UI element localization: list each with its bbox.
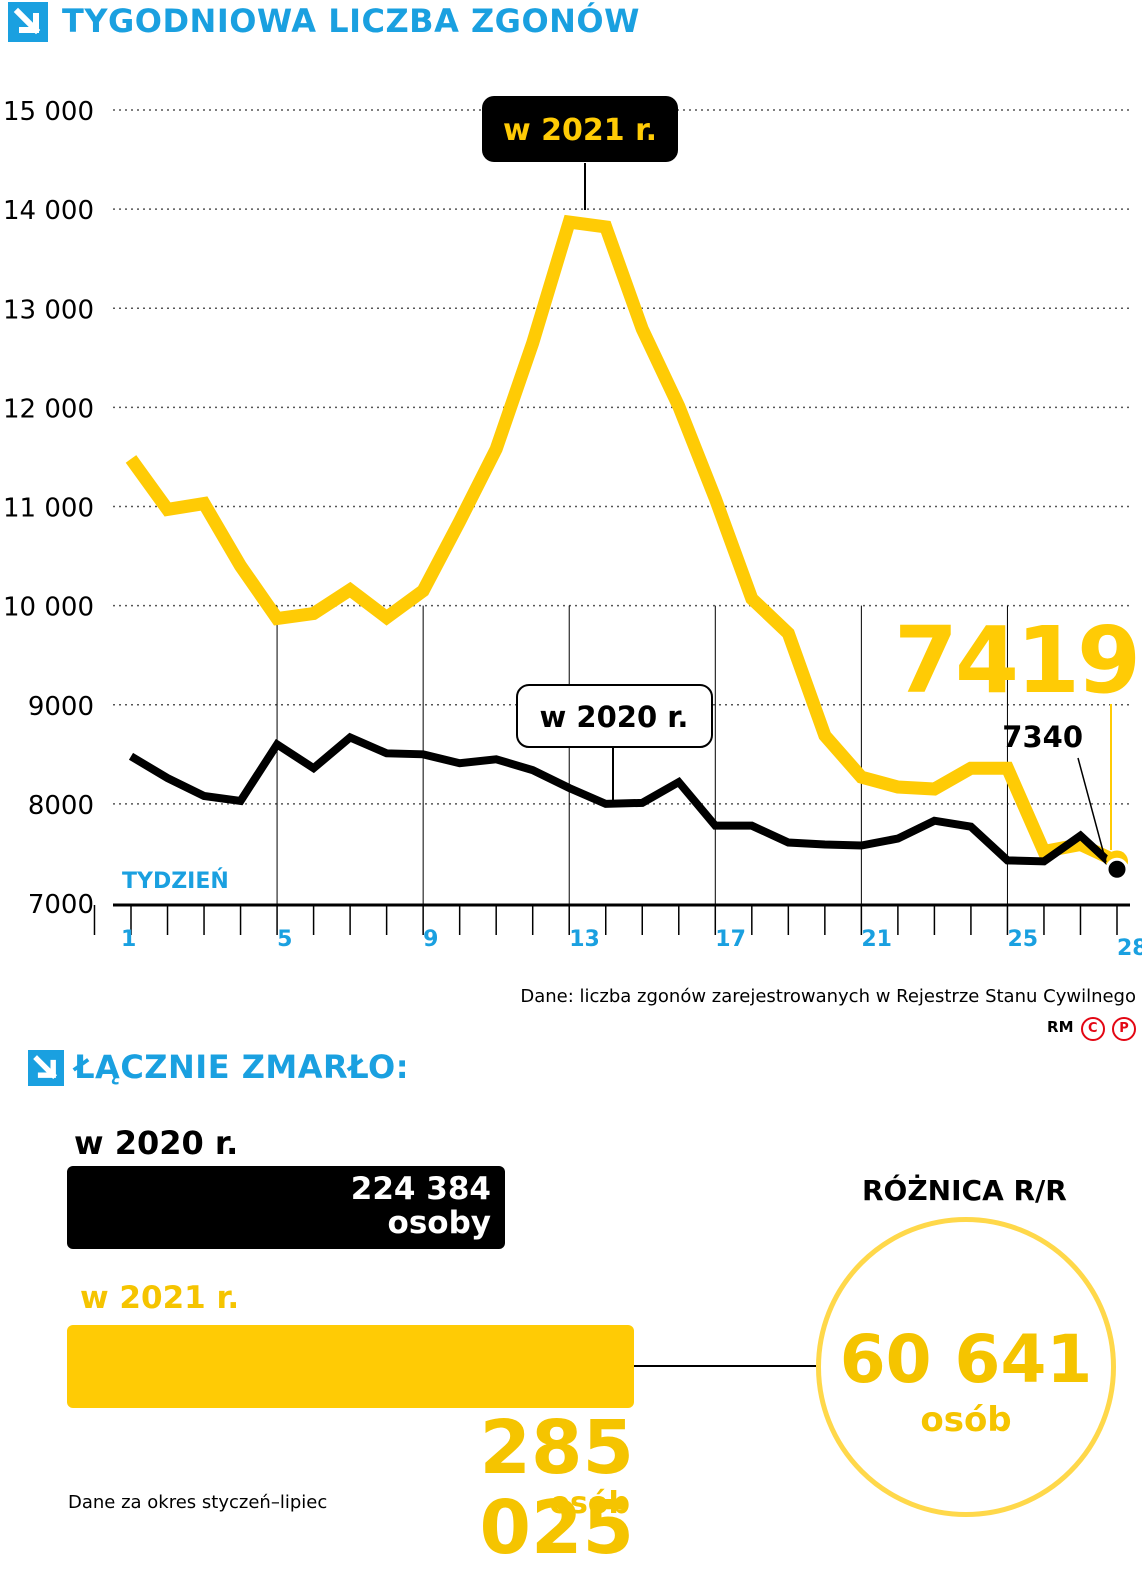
credit: RM C P: [1047, 1017, 1136, 1041]
y-tick-label: 7000: [28, 890, 94, 920]
series-line-2021: [125, 214, 1120, 868]
line-chart: 7000 8000 9000 10 000 11 000 12 000 13 000 14 0…: [3, 96, 1142, 961]
end-leader-2020: [1077, 757, 1107, 863]
arrow-down-right-icon: [8, 2, 48, 42]
bar-2021-unit: osób: [549, 1486, 630, 1521]
y-tick-label: 11 000: [3, 494, 94, 524]
y-tick-label: 13 000: [3, 295, 94, 325]
y-tick-label: 15 000: [3, 97, 94, 127]
diff-title: RÓŻNICA R/R: [862, 1174, 1067, 1207]
y-tick-label: 10 000: [3, 593, 94, 623]
end-value-2021: 7419: [894, 607, 1138, 714]
x-tick-label: 21: [861, 927, 892, 952]
end-value-2020: 7340: [1002, 720, 1083, 754]
y-tick-label: 12 000: [3, 394, 94, 424]
bar-label-2021: w 2021 r.: [80, 1280, 240, 1316]
diff-unit: osób: [920, 1400, 1012, 1440]
annotation-box-2021: [482, 96, 678, 162]
connector-line: [634, 1365, 816, 1367]
phonogram-icon: P: [1112, 1017, 1136, 1041]
series-line-2020: [128, 732, 1120, 873]
annotation-label-2021: w 2021 r.: [503, 113, 657, 148]
y-tick-label: 8000: [28, 791, 94, 821]
period-note: Dane za okres styczeń–lipiec: [68, 1492, 328, 1513]
x-tick-label: 28: [1117, 936, 1142, 961]
x-tick-label: 13: [569, 927, 600, 952]
diff-value: 60 641: [839, 1321, 1093, 1398]
bar-label-2020: w 2020 r.: [74, 1124, 239, 1162]
chart-title: TYGODNIOWA LICZBA ZGONÓW: [62, 2, 640, 40]
x-tick-label: 5: [277, 927, 292, 952]
x-tick-label: 1: [121, 927, 136, 952]
bar-2020-unit: osoby: [387, 1205, 491, 1241]
y-tick-label: 14 000: [3, 196, 94, 226]
x-tick-label: 9: [423, 927, 438, 952]
y-tick-label: 9000: [28, 692, 94, 722]
arrow-down-right-icon: [28, 1050, 64, 1086]
diff-circle: [816, 1217, 1116, 1517]
bar-2020-value: 224 384 osoby: [351, 1172, 491, 1240]
series-point-2020: [1105, 857, 1129, 881]
credit-initials: RM: [1047, 1018, 1074, 1036]
annotation-box-2020: [516, 684, 713, 748]
copyright-icon: C: [1080, 1017, 1105, 1041]
x-tick-label: 25: [1007, 927, 1038, 952]
source-note: Dane: liczba zgonów zarejestrowanych w R…: [520, 986, 1136, 1007]
x-tick-label: 17: [715, 927, 746, 952]
bar-2021: [67, 1325, 634, 1408]
annotation-label-2020: w 2020 r.: [540, 700, 689, 734]
totals-title: ŁĄCZNIE ZMARŁO:: [74, 1048, 410, 1086]
bar-2020: 224 384 osoby: [67, 1166, 505, 1249]
x-axis-label: TYDZIEŃ: [122, 868, 229, 894]
bar-2020-number: 224 384: [350, 1171, 491, 1207]
